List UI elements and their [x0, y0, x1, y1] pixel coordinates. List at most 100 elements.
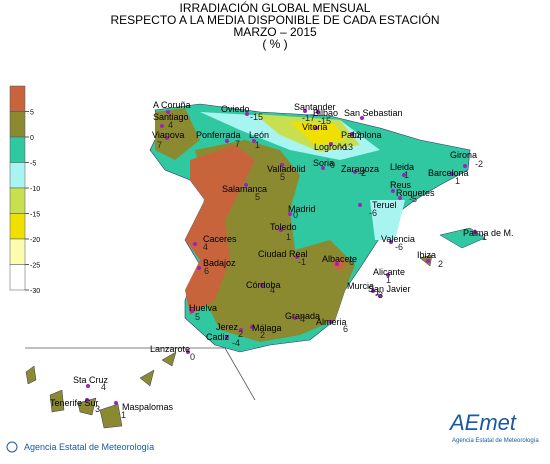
- station-value: -2: [358, 168, 366, 178]
- logo-caption: Agencia Estatal de Meteorología: [452, 438, 539, 444]
- station-dot: [391, 189, 395, 193]
- station-name: Ciudad Real: [258, 249, 308, 259]
- station-dot: [371, 289, 375, 293]
- station-name: León: [249, 130, 269, 140]
- station-dot: [85, 398, 89, 402]
- footer: Agencia Estatal de Meteorología AEmet Ag…: [6, 410, 539, 453]
- station-value: 0: [190, 352, 195, 362]
- station-value: -2: [475, 159, 483, 169]
- station-name: Pamplona: [341, 130, 382, 140]
- station-name: Granada: [285, 311, 320, 321]
- station-name: Vianova: [152, 130, 184, 140]
- station-value: 5: [255, 192, 260, 202]
- station-value: 1: [286, 232, 291, 242]
- station-name: San Sebastian: [344, 108, 403, 118]
- legend-label: -30: [30, 288, 40, 295]
- station-value: 0: [293, 210, 298, 220]
- station-name: Sta Cruz: [73, 375, 109, 385]
- station-value: -4: [232, 338, 240, 348]
- station-name: Oviedo: [221, 104, 250, 114]
- station-name: Almeria: [316, 317, 347, 327]
- station-dot: [293, 316, 297, 320]
- peninsula: [149, 103, 486, 353]
- station-name: Santander: [294, 102, 336, 112]
- station-dot: [160, 124, 164, 128]
- station-value: 1: [255, 140, 260, 150]
- station-name: Jerez: [216, 322, 239, 332]
- station-value: 4: [203, 242, 208, 252]
- station-value: 7: [157, 140, 162, 150]
- station-value: -6: [369, 208, 377, 218]
- station-name: Barcelona: [428, 168, 469, 178]
- station-value: 5: [195, 312, 200, 322]
- station-name: Badajoz: [203, 258, 236, 268]
- station-name: Maspalomas: [122, 402, 174, 412]
- station-name: Girona: [450, 150, 477, 160]
- station-dot: [316, 110, 320, 114]
- legend-label: 0: [30, 135, 34, 142]
- station-value: -3: [375, 290, 383, 300]
- station-dot: [244, 183, 248, 187]
- station-dot: [239, 328, 243, 332]
- station-dot: [329, 320, 333, 324]
- station-dot: [252, 139, 256, 143]
- station-value: 4: [101, 382, 106, 392]
- station-name: A Coruña: [153, 100, 191, 110]
- station-name: Córdoba: [246, 280, 281, 290]
- station-value: 1: [482, 232, 487, 242]
- station-value: 6: [204, 266, 209, 276]
- station-name: Logroño: [314, 142, 347, 152]
- station-name: Soria: [313, 158, 334, 168]
- legend-label: -5: [30, 161, 36, 168]
- station-value: 5: [280, 172, 285, 182]
- station-dot: [260, 283, 264, 287]
- station-dot: [398, 196, 402, 200]
- station-dot: [295, 255, 299, 259]
- legend-label: -10: [30, 186, 40, 193]
- station-value: -12: [348, 130, 361, 140]
- station-name: Murcia: [347, 281, 374, 291]
- station-dot: [358, 203, 362, 207]
- station-name: Cadiz: [206, 332, 230, 342]
- station-name: Caceres: [203, 234, 237, 244]
- station-value: 2: [260, 330, 265, 340]
- station-value: 1: [386, 275, 391, 285]
- station-dot: [245, 112, 249, 116]
- station-dot: [197, 266, 201, 270]
- station-dot: [450, 172, 454, 176]
- station-value: 1: [404, 170, 409, 180]
- station-dot: [463, 164, 467, 168]
- station-value: -6: [395, 242, 403, 252]
- station-name: Albacete: [322, 254, 357, 264]
- station-dot: [186, 350, 190, 354]
- station-value: 2: [438, 259, 443, 269]
- station-value: -15: [250, 112, 263, 122]
- station-dot: [473, 230, 477, 234]
- station-value: 1: [121, 410, 126, 420]
- station-name: Vitoria: [302, 122, 327, 132]
- station-dot: [329, 142, 333, 146]
- station-name: Palma de M.: [463, 228, 514, 238]
- station-name: Valencia: [381, 234, 415, 244]
- legend-label: -15: [30, 212, 40, 219]
- legend-band: [9, 136, 26, 163]
- station-name: Teruel: [372, 200, 397, 210]
- station-name: Santiago: [153, 112, 189, 122]
- station-dot: [386, 273, 390, 277]
- station-value: -17: [302, 113, 315, 123]
- station-dot: [353, 170, 357, 174]
- station-dot: [86, 384, 90, 388]
- station-value: 3: [95, 404, 100, 414]
- station-value: 1: [375, 287, 380, 297]
- legend-band: [9, 213, 26, 240]
- title-line: RESPECTO A LA MEDIA DISPONIBLE DE CADA E…: [111, 12, 440, 27]
- station-name: Roquetes: [396, 188, 435, 198]
- station-name: Lleida: [390, 162, 414, 172]
- frame-lines: [25, 347, 256, 401]
- legend-band: [9, 111, 26, 138]
- station-dot: [288, 212, 292, 216]
- logo: AEmet: [448, 410, 517, 435]
- station-dot: [360, 116, 364, 120]
- title-line: MARZO – 2015: [233, 25, 317, 39]
